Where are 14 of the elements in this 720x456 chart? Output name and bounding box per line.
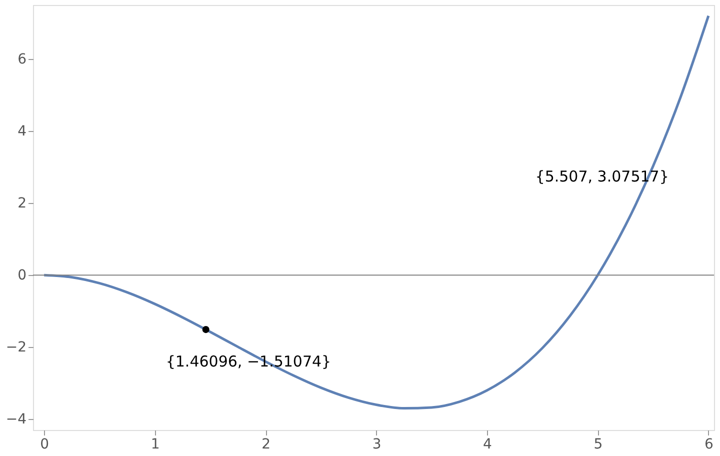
y-tick-label: −2 (6, 340, 26, 356)
x-tick-label: 1 (150, 436, 160, 452)
y-tick-label: 4 (18, 124, 27, 140)
y-tick-label: −4 (6, 412, 27, 428)
x-tick-label: 6 (704, 436, 714, 452)
x-tick-label: 0 (40, 436, 50, 452)
x-tick-label: 4 (483, 436, 492, 452)
y-tick-label: 6 (18, 52, 27, 68)
x-tick-label: 5 (594, 436, 603, 452)
y-tick-label: 2 (18, 196, 26, 212)
y-tick-label: 0 (18, 268, 26, 284)
line-series (42, 14, 710, 410)
x-tick-label: 3 (372, 436, 382, 452)
x-tick-label: 2 (262, 436, 270, 452)
